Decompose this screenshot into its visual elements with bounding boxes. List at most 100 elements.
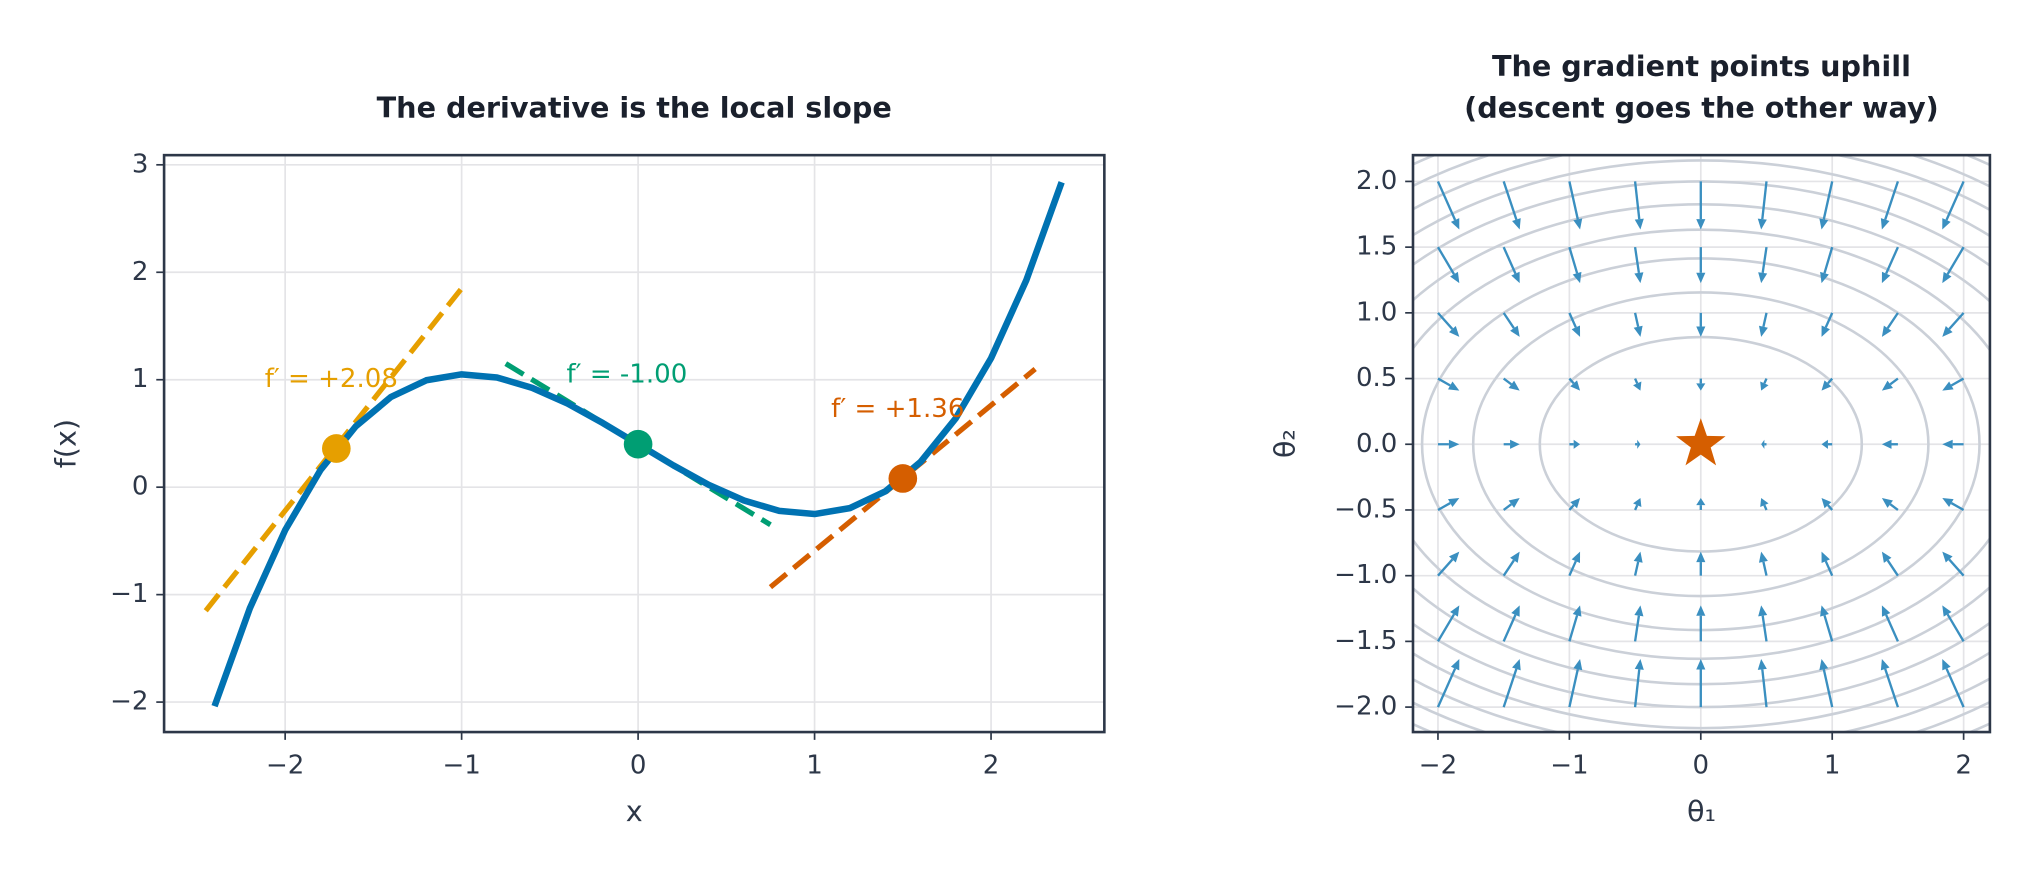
arrow	[1760, 497, 1769, 511]
y-tick-label: 0	[132, 472, 149, 502]
arrow-head	[1510, 439, 1520, 449]
arrow	[1821, 377, 1834, 391]
arrow-head	[1573, 439, 1581, 449]
arrow-head	[1881, 497, 1893, 508]
arrow-head	[1448, 497, 1460, 508]
arrow-shaft	[1885, 246, 1899, 275]
arrow-shaft	[1568, 377, 1575, 385]
arrow-shaft	[1437, 312, 1454, 330]
arrow-shaft	[1634, 378, 1639, 384]
arrow-shaft	[1502, 503, 1513, 511]
arrow	[1437, 439, 1460, 449]
arrow-head	[1696, 272, 1706, 284]
arrow-shaft	[1946, 246, 1965, 275]
x-axis-label: x	[626, 794, 643, 828]
arrow	[1502, 312, 1520, 337]
arrow	[1758, 312, 1768, 337]
arrow-shaft	[1568, 312, 1577, 328]
arrow	[1696, 551, 1706, 576]
arrow-shaft	[1761, 246, 1768, 274]
y-tick-label: 1.5	[1356, 232, 1397, 262]
arrow	[1502, 605, 1520, 642]
arrow-head	[1633, 497, 1642, 508]
arrow	[1635, 439, 1641, 449]
arrow-head	[1820, 271, 1829, 284]
arrow	[1502, 181, 1521, 230]
arrow	[1696, 181, 1706, 230]
annotation: f′ = -1.00	[566, 360, 687, 390]
arrow-head	[1942, 605, 1952, 617]
arrow-head	[1881, 380, 1893, 391]
arrow	[1633, 246, 1644, 284]
arrow-head	[1821, 380, 1832, 391]
arrow-shaft	[1945, 180, 1965, 221]
arrow-shaft	[1950, 377, 1965, 387]
x-tick-label: −2	[1419, 750, 1457, 780]
arrow	[1436, 659, 1460, 708]
arrow-head	[1448, 381, 1460, 391]
arrow-head	[1696, 326, 1706, 337]
arrow-head	[1881, 605, 1891, 617]
arrow-head	[1633, 551, 1643, 563]
arrow-shaft	[1633, 561, 1640, 576]
y-tick-label: −0.5	[1334, 494, 1397, 524]
arrow-head	[1880, 218, 1890, 230]
minimum-marker	[1676, 418, 1726, 466]
arrow	[1758, 605, 1768, 642]
arrow	[1881, 246, 1899, 284]
arrow-head	[1696, 659, 1706, 670]
arrow-head	[1633, 325, 1643, 337]
arrow-head	[1573, 659, 1583, 671]
arrow-shaft	[1948, 312, 1965, 330]
arrow	[1568, 181, 1583, 230]
arrow-head	[1448, 439, 1460, 449]
arrow	[1761, 439, 1767, 449]
arrow-shaft	[1502, 559, 1515, 577]
arrow-shaft	[1763, 504, 1768, 511]
arrow	[1568, 551, 1581, 577]
x-tick-label: −1	[1550, 750, 1588, 780]
arrow	[1820, 605, 1834, 642]
y-tick-label: −2.0	[1334, 692, 1397, 722]
arrow-head	[1510, 325, 1520, 337]
arrow-head	[1512, 659, 1521, 671]
arrow	[1568, 605, 1582, 642]
point	[322, 434, 351, 463]
point	[888, 464, 918, 493]
x-tick-label: 1	[1824, 750, 1841, 780]
arrow-head	[1942, 659, 1951, 671]
arrow-shaft	[1824, 312, 1834, 328]
arrow-head	[1696, 497, 1706, 506]
arrow-head	[1572, 605, 1582, 617]
contour	[1412, 228, 1990, 661]
arrow	[1881, 439, 1898, 449]
arrow-head	[1942, 497, 1954, 508]
arrow-head	[1696, 605, 1706, 616]
y-tick-label: −2	[110, 687, 148, 717]
axes-frame	[1411, 153, 1992, 734]
arrow-head	[1942, 381, 1954, 391]
arrow	[1633, 605, 1644, 642]
arrow-shaft	[1763, 378, 1768, 384]
point	[623, 429, 653, 459]
y-tick-label: 2	[132, 257, 149, 287]
arrow	[1437, 377, 1460, 391]
arrow-head	[1760, 497, 1769, 508]
arrow-shaft	[1502, 312, 1515, 329]
arrow-head	[1571, 325, 1581, 337]
arrow-shaft	[1502, 614, 1517, 642]
x-axis-label: θ₁	[1687, 794, 1716, 828]
y-tick-label: 2.0	[1356, 166, 1397, 196]
y-axis-label: θ₂	[1268, 429, 1302, 458]
arrow	[1821, 439, 1833, 449]
contour	[1471, 291, 1930, 598]
arrow-shaft	[1502, 246, 1517, 275]
arrow-shaft	[1884, 668, 1900, 708]
arrow-shaft	[1568, 504, 1575, 511]
arrow-shaft	[1502, 181, 1518, 220]
arrow-shaft	[1634, 504, 1639, 511]
annotation: f′ = +1.36	[831, 394, 964, 424]
arrow	[1633, 551, 1643, 576]
contour	[1412, 159, 1990, 730]
